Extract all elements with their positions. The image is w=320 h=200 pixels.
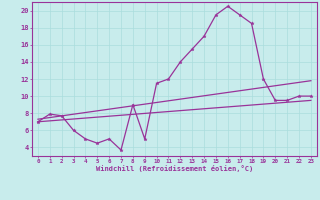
X-axis label: Windchill (Refroidissement éolien,°C): Windchill (Refroidissement éolien,°C): [96, 165, 253, 172]
